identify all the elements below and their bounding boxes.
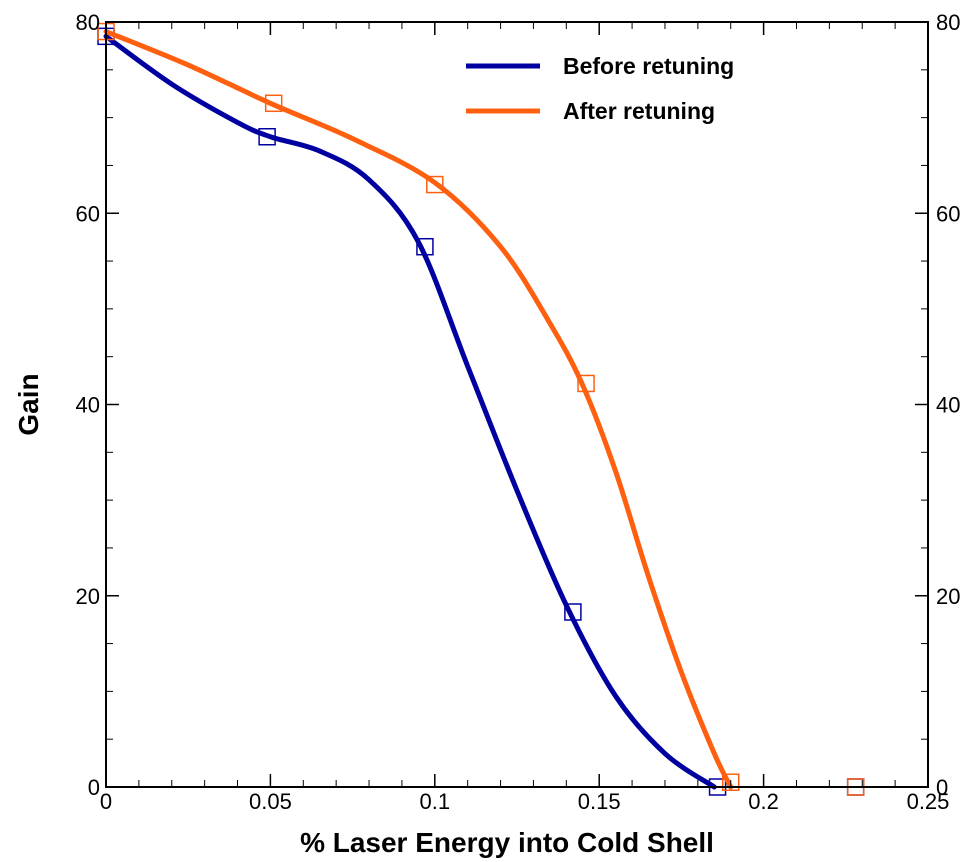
- legend: Before retuning After retuning: [466, 53, 734, 124]
- data-marker-after-retuning: [264, 94, 283, 113]
- y-tick-label: 0: [88, 775, 100, 800]
- series-line-before-retuning: [103, 33, 717, 790]
- x-tick-label: 0.25: [907, 789, 950, 814]
- y-tick-label: 40: [76, 393, 100, 418]
- series-line-after-retuning: [103, 29, 734, 790]
- data-marker-after-retuning: [577, 374, 595, 393]
- plot-frame: [105, 21, 929, 788]
- x-tick-label: 0.15: [578, 789, 621, 814]
- legend-label: After retuning: [563, 98, 715, 124]
- data-marker-before-retuning: [258, 128, 276, 146]
- data-marker-before-retuning: [564, 603, 582, 621]
- data-marker-after-retuning: [721, 773, 740, 791]
- legend-label: Before retuning: [563, 53, 734, 79]
- x-tick-label: 0.2: [748, 789, 779, 814]
- data-marker-before-retuning: [416, 237, 434, 256]
- y-tick-label: 80: [76, 10, 100, 35]
- y-tick-label-right: 80: [936, 10, 960, 35]
- x-tick-label: 0.1: [420, 789, 451, 814]
- y-tick-label-right: 0: [936, 775, 948, 800]
- y-axis-title: Gain: [13, 373, 44, 435]
- y-tick-label-right: 60: [936, 201, 960, 226]
- y-tick-label-right: 40: [936, 393, 960, 418]
- data-marker-after-retuning: [426, 175, 444, 194]
- y-tick-label: 20: [76, 584, 100, 609]
- x-axis-title: % Laser Energy into Cold Shell: [300, 827, 714, 858]
- x-tick-label: 0: [100, 789, 112, 814]
- y-tick-label-right: 20: [936, 584, 960, 609]
- x-tick-label: 0.05: [249, 789, 292, 814]
- y-tick-label: 60: [76, 201, 100, 226]
- series-layer: [97, 22, 865, 796]
